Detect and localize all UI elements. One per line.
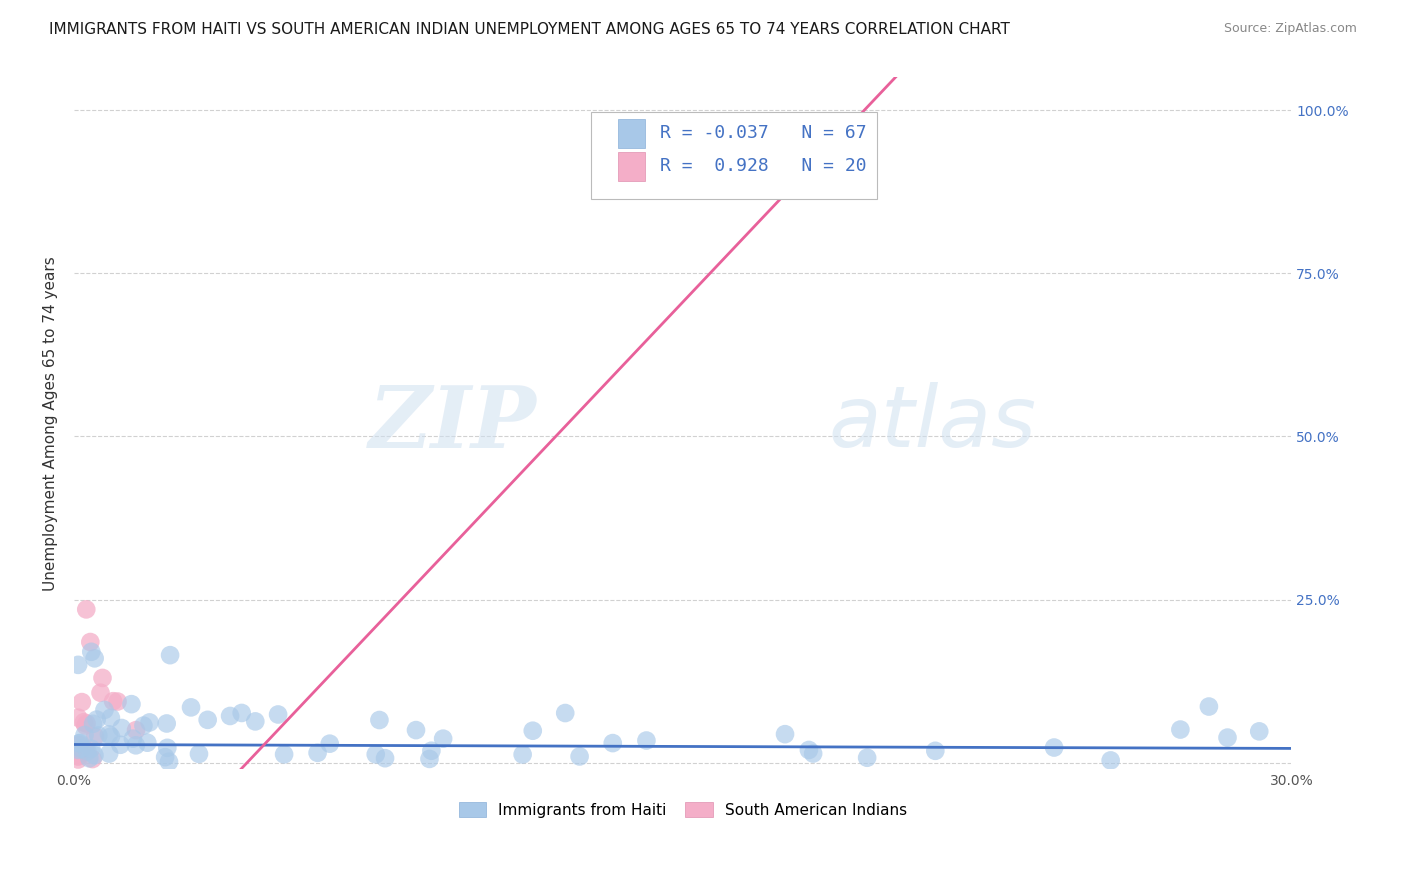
Point (67, 743, 90, 757)
Point (1043, 740, 1066, 755)
Point (602, 736, 624, 750)
Point (231, 706, 253, 720)
Point (156, 716, 179, 731)
Text: ZIP: ZIP (368, 382, 537, 465)
Point (73, 728, 96, 742)
Point (364, 747, 387, 762)
Point (82, 752, 104, 766)
Point (797, 743, 820, 757)
Point (67, 749, 90, 764)
Point (75, 718, 97, 732)
Point (522, 723, 544, 738)
Point (67, 711, 90, 725)
Point (801, 747, 824, 761)
Point (67, 738, 90, 752)
Legend: Immigrants from Haiti, South American Indians: Immigrants from Haiti, South American In… (453, 796, 912, 824)
Point (84, 730, 107, 744)
Point (98, 747, 121, 761)
Point (132, 718, 155, 732)
Point (267, 707, 290, 722)
Point (91, 671, 114, 685)
Bar (619, 152, 645, 181)
Point (197, 713, 219, 727)
Point (69, 746, 91, 760)
Point (98, 727, 121, 741)
Point (67, 657, 90, 672)
Point (418, 752, 440, 766)
Point (159, 648, 181, 662)
Point (79, 635, 101, 649)
Point (86, 713, 108, 727)
Point (110, 738, 132, 752)
Point (180, 700, 202, 714)
Point (111, 721, 134, 735)
FancyBboxPatch shape (592, 112, 877, 199)
Point (67, 749, 90, 764)
Point (773, 727, 796, 741)
Text: IMMIGRANTS FROM HAITI VS SOUTH AMERICAN INDIAN UNEMPLOYMENT AMONG AGES 65 TO 74 : IMMIGRANTS FROM HAITI VS SOUTH AMERICAN … (49, 22, 1010, 37)
Point (136, 736, 159, 750)
Point (1198, 699, 1220, 714)
Point (1099, 753, 1122, 767)
Point (138, 715, 160, 730)
Point (67, 752, 90, 766)
Point (107, 694, 129, 708)
Point (157, 755, 180, 769)
Text: R = -0.037   N = 67: R = -0.037 N = 67 (659, 125, 866, 143)
Point (554, 706, 576, 720)
Point (245, 714, 267, 729)
Point (405, 723, 427, 738)
Point (69, 736, 91, 750)
Point (101, 694, 124, 708)
Text: atlas: atlas (828, 382, 1036, 465)
Point (79, 751, 101, 765)
Text: Source: ZipAtlas.com: Source: ZipAtlas.com (1223, 22, 1357, 36)
Point (856, 750, 879, 764)
Point (125, 723, 148, 738)
Point (70, 741, 93, 756)
Point (368, 713, 391, 727)
Point (924, 744, 946, 758)
Point (512, 747, 534, 762)
Point (80, 741, 103, 756)
Point (120, 697, 142, 711)
Point (80, 645, 103, 659)
Point (100, 730, 122, 744)
Point (219, 709, 242, 723)
Point (432, 731, 454, 746)
Point (568, 749, 591, 764)
Point (125, 739, 148, 753)
Point (89, 686, 111, 700)
Point (75, 602, 97, 616)
Point (83, 748, 105, 763)
Point (1249, 724, 1271, 739)
Point (100, 711, 122, 725)
Point (87, 728, 110, 742)
Point (82, 716, 104, 731)
Point (70, 695, 93, 709)
Point (76, 744, 98, 758)
Bar (619, 119, 645, 148)
Point (273, 747, 295, 762)
Point (93, 703, 115, 717)
Point (1170, 723, 1192, 737)
Point (1216, 731, 1239, 745)
Point (188, 747, 211, 761)
Point (374, 751, 396, 765)
Point (67, 736, 90, 750)
Point (156, 740, 179, 755)
Y-axis label: Unemployment Among Ages 65 to 74 years: Unemployment Among Ages 65 to 74 years (44, 256, 58, 591)
Point (76, 716, 98, 731)
Point (636, 733, 658, 747)
Point (73, 715, 96, 730)
Point (307, 746, 329, 760)
Point (319, 737, 342, 751)
Point (153, 750, 176, 764)
Point (75, 742, 97, 756)
Point (122, 731, 145, 746)
Text: R =  0.928   N = 20: R = 0.928 N = 20 (659, 157, 866, 175)
Point (420, 744, 443, 758)
Point (83, 651, 105, 665)
